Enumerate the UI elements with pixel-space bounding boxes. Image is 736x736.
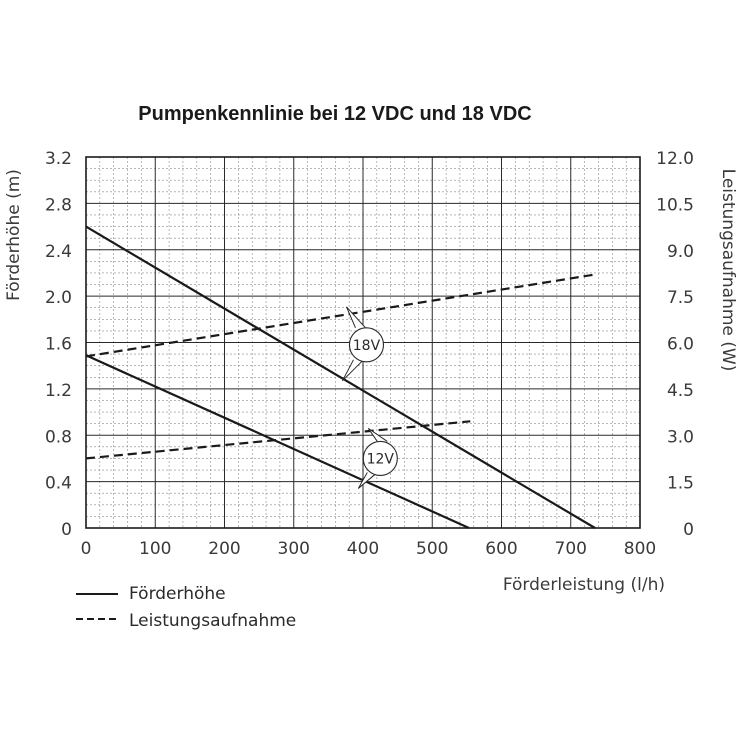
legend-label-foerderhoehe: Förderhöhe	[129, 584, 226, 604]
legend-label-leistungsaufnahme: Leistungsaufnahme	[129, 611, 296, 631]
callout-pointer	[346, 306, 366, 329]
callout-18v: 18V	[342, 306, 385, 382]
x-tick-label: 100	[139, 539, 171, 559]
callouts: 18V 12V	[342, 306, 398, 489]
y-right-tick-label: 6.0	[667, 335, 694, 355]
head-line-0	[85, 225, 596, 529]
y-left-tick-label: 2.8	[45, 195, 72, 215]
x-tick-label: 0	[81, 539, 92, 559]
y-right-tick-label: 12.0	[656, 149, 694, 169]
x-tick-label: 300	[278, 539, 310, 559]
y-left-tick-label: 1.2	[45, 381, 72, 401]
y-right-axis-ticks: 0 1.5 3.0 4.5 6.0 7.5 9.0 10.5 12.0	[656, 149, 694, 540]
y-left-tick-label: 2.4	[45, 242, 72, 262]
x-axis-label: Förderleistung (l/h)	[503, 575, 665, 595]
y-right-tick-label: 0	[683, 520, 694, 540]
chart-title: Pumpenkennlinie bei 12 VDC und 18 VDC	[138, 103, 531, 125]
y-right-axis-label: Leistungsaufnahme (W)	[718, 169, 736, 372]
y-right-tick-label: 4.5	[667, 381, 694, 401]
callout-pointer	[357, 472, 378, 489]
y-left-axis-label: Förderhöhe (m)	[4, 169, 24, 301]
callout-circle	[362, 440, 398, 476]
y-left-tick-label: 3.2	[45, 149, 72, 169]
x-tick-label: 800	[624, 539, 656, 559]
y-right-tick-label: 7.5	[667, 288, 694, 308]
power-line-3	[85, 420, 471, 460]
x-tick-label: 600	[485, 539, 517, 559]
callout-12v: 12V	[357, 428, 398, 489]
x-tick-label: 400	[347, 539, 379, 559]
x-axis-ticks: 0 100 200 300 400 500 600 700 800	[81, 539, 657, 559]
power-line-2	[85, 273, 596, 358]
callout-circle	[348, 327, 385, 363]
y-left-tick-label: 0	[61, 520, 72, 540]
x-tick-label: 700	[555, 539, 587, 559]
y-right-tick-label: 10.5	[656, 195, 694, 215]
plot-frame	[85, 156, 641, 529]
head-line-1	[85, 354, 470, 530]
callout-label: 12V	[367, 451, 395, 467]
y-right-tick-label: 9.0	[667, 242, 694, 262]
major-grid	[86, 157, 640, 528]
callout-pointer	[342, 359, 364, 382]
x-tick-label: 200	[208, 539, 240, 559]
x-tick-label: 500	[416, 539, 448, 559]
series-layer	[85, 225, 596, 530]
y-left-tick-label: 0.4	[45, 474, 72, 494]
y-left-tick-label: 1.6	[45, 335, 72, 355]
y-left-tick-label: 0.8	[45, 427, 72, 447]
y-right-tick-label: 1.5	[667, 474, 694, 494]
y-left-tick-label: 2.0	[45, 288, 72, 308]
legend: Förderhöhe Leistungsaufnahme	[76, 584, 296, 631]
y-left-axis-ticks: 0 0.4 0.8 1.2 1.6 2.0 2.4 2.8 3.2	[45, 149, 72, 540]
callout-label: 18V	[353, 338, 381, 354]
callout-pointer	[367, 428, 388, 442]
y-right-tick-label: 3.0	[667, 427, 694, 447]
